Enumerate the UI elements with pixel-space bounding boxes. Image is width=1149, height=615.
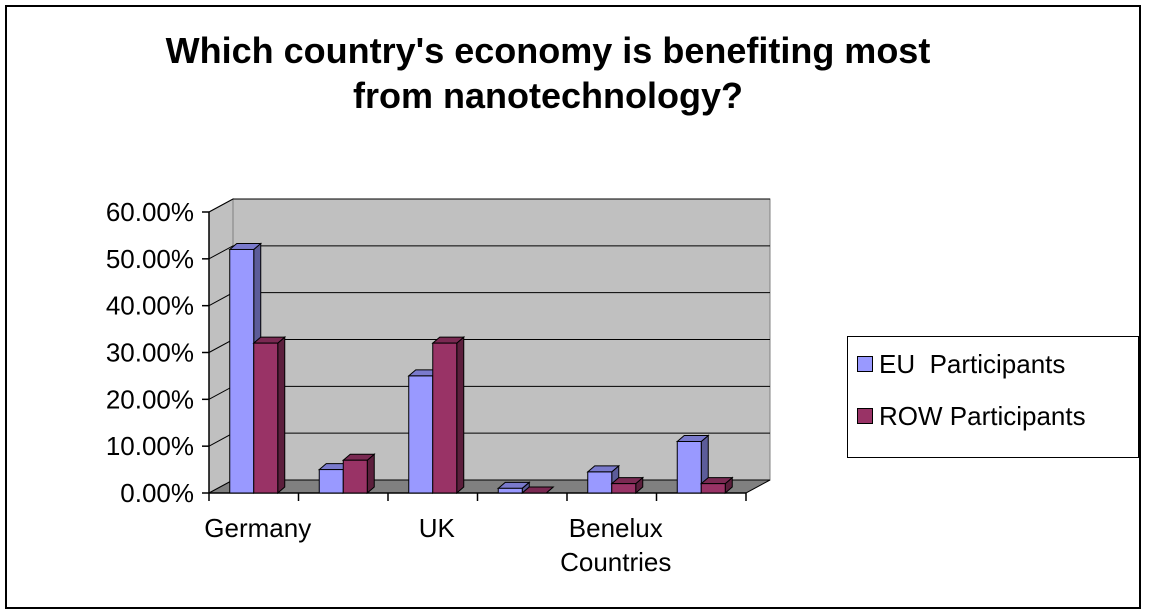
chart-title-line-1: Which country's economy is benefiting mo… — [165, 30, 931, 71]
legend-item-eu: EU Participants — [857, 349, 1065, 379]
y-tick-label: 60.00% — [106, 197, 194, 227]
x-tick-label: Benelux — [569, 513, 663, 543]
y-tick-label: 40.00% — [106, 291, 194, 321]
legend: EU Participants ROW Participants — [847, 336, 1139, 458]
legend-swatch-row — [857, 408, 873, 424]
legend-item-row: ROW Participants — [857, 401, 1086, 431]
bar — [408, 375, 434, 494]
bar — [676, 440, 702, 494]
bar-side — [366, 453, 375, 495]
bar — [700, 483, 726, 494]
y-tick-label: 30.00% — [106, 338, 194, 368]
bar — [253, 342, 279, 494]
y-tick-label: 50.00% — [106, 244, 194, 274]
chart-title-line-2: from nanotechnology? — [353, 75, 743, 116]
y-tick-labels: 0.00% 10.00% 20.00% 30.00% 40.00% 50.00% 60.00… — [106, 197, 194, 508]
bar — [611, 483, 637, 494]
gridline — [208, 198, 770, 213]
bar — [587, 471, 613, 494]
bar-side — [456, 336, 465, 495]
y-tick-label: 20.00% — [106, 384, 194, 414]
bar — [432, 342, 458, 494]
legend-swatch-eu — [857, 356, 873, 372]
bars — [228, 242, 734, 495]
gridline — [208, 245, 770, 260]
bar — [342, 459, 368, 494]
axes — [202, 211, 747, 501]
bar — [229, 248, 255, 494]
legend-label-eu: EU Participants — [879, 348, 1066, 379]
legend-label-row: ROW Participants — [879, 400, 1086, 431]
bar-top — [520, 486, 555, 494]
x-tick-label: Germany — [204, 513, 311, 543]
x-tick-label: Countries — [560, 547, 671, 577]
bar — [497, 487, 523, 494]
bar-side — [277, 336, 286, 495]
y-tick-label: 10.00% — [106, 431, 194, 461]
x-tick-labels: Germany UK Benelux Countries — [204, 513, 671, 577]
chart-title: Which country's economy is benefiting mo… — [0, 28, 1096, 118]
y-tick-label: 0.00% — [120, 478, 194, 508]
bar — [318, 469, 344, 494]
x-tick-label: UK — [419, 513, 456, 543]
